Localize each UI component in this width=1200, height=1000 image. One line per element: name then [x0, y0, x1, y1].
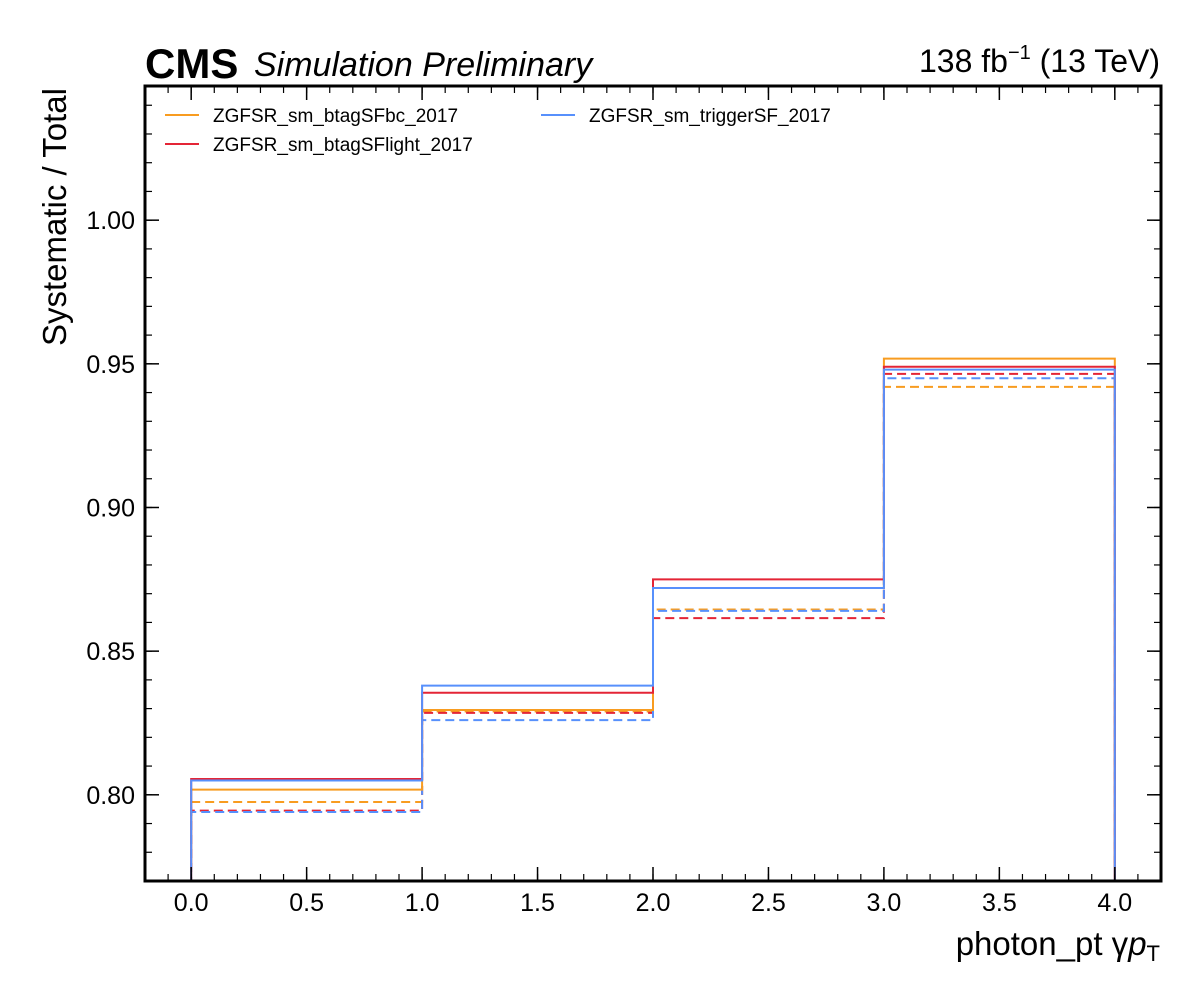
legend-label: ZGFSR_sm_btagSFbc_2017	[213, 106, 458, 127]
x-tick-label: 0.0	[174, 889, 209, 917]
x-tick-label: 3.5	[982, 889, 1017, 917]
series-2-down-line	[190, 377, 1116, 881]
x-axis-label-p: p	[1127, 925, 1146, 962]
energy-label: (13 TeV)	[1040, 43, 1160, 79]
x-tick-label: 2.0	[636, 889, 671, 917]
x-axis-label: photon_pt γpT	[956, 925, 1160, 966]
y-tick-label: 0.90	[86, 494, 135, 522]
x-tick-label: 0.5	[289, 889, 324, 917]
x-axis-label-sub: T	[1147, 941, 1160, 966]
axis-tick-labels: 0.0 0.5 1.0 1.5 2.0 2.5 3.0 3.5 4.0 0.80 0.85 0.90 0…	[86, 207, 1132, 917]
legend-label: ZGFSR_sm_triggerSF_2017	[589, 106, 831, 127]
lumi-value: 138 fb	[919, 43, 1008, 79]
x-tick-label: 3.0	[867, 889, 902, 917]
y-tick-label: 0.95	[86, 351, 135, 379]
status-label: Simulation Preliminary	[254, 46, 594, 84]
y-axis-label: Systematic / Total	[36, 88, 73, 346]
experiment-label: CMS	[145, 40, 238, 87]
x-tick-label: 1.5	[520, 889, 555, 917]
x-axis-label-main: photon_pt γ	[956, 925, 1129, 962]
x-tick-label: 4.0	[1097, 889, 1132, 917]
x-tick-label: 2.5	[751, 889, 786, 917]
series-2-up-line	[190, 368, 1116, 881]
legend-label: ZGFSR_sm_btagSFlight_2017	[213, 135, 473, 156]
series-1-down-line	[190, 372, 1116, 881]
legend: ZGFSR_sm_btagSFbc_2017 ZGFSR_sm_btagSFlig…	[165, 106, 831, 156]
x-tick-label: 1.0	[405, 889, 440, 917]
histogram-lines	[190, 357, 1116, 881]
y-tick-label: 0.80	[86, 782, 135, 810]
y-tick-label: 0.85	[86, 638, 135, 666]
y-tick-label: 1.00	[86, 207, 135, 235]
lumi-label: 138 fb−1 (13 TeV)	[919, 42, 1160, 79]
plot-frame	[143, 84, 1163, 883]
lumi-exponent: −1	[1008, 42, 1031, 64]
axis-ticks	[144, 86, 1162, 882]
